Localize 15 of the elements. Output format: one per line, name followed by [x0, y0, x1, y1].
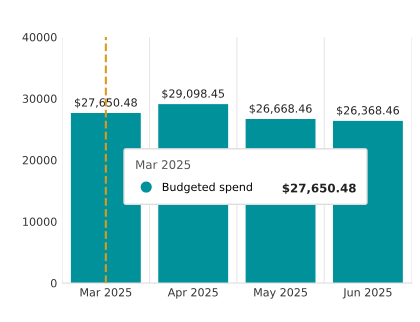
text: $29,098.45: [162, 89, 224, 100]
x-tick-label: Mar 2025: [80, 288, 132, 296]
y-tick-label: 30000: [22, 94, 57, 103]
legend-title: Mar 2025: [136, 160, 190, 170]
y-tick-label: 0: [50, 279, 57, 288]
text: $26,668.46: [250, 104, 312, 114]
x-tick-label: Jun 2025: [342, 288, 392, 299]
x-tick-label: Apr 2025: [168, 288, 218, 299]
y-tick-label: 10000: [23, 218, 57, 226]
y-tick-label: 40000: [22, 33, 57, 42]
text: $26,368.46: [337, 106, 400, 116]
y-tick-label: 20000: [22, 156, 57, 164]
annotation: $27,650.48: [282, 183, 356, 194]
x-tick-label: May 2025: [254, 288, 307, 299]
legend-label: Budgeted spend: [162, 182, 252, 194]
